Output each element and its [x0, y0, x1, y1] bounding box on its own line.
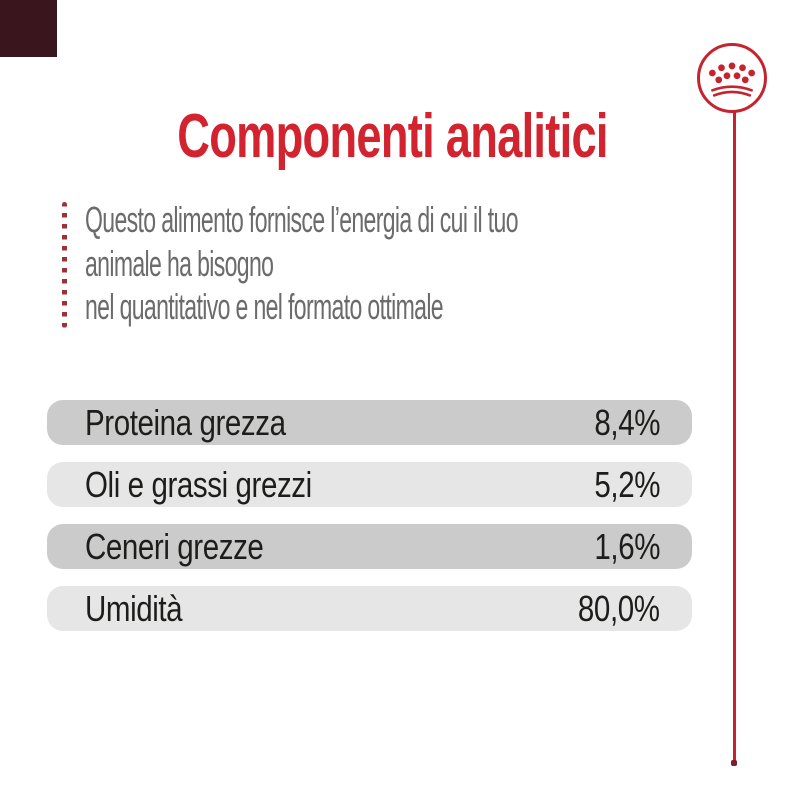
table-row: Umidità 80,0% — [47, 586, 692, 631]
row-value: 80,0% — [578, 587, 660, 629]
intro-line: nel quantitativo e nel formato ottimale — [85, 286, 444, 327]
row-label: Umidità — [85, 587, 183, 629]
page-title: Componenti analitici — [177, 101, 608, 171]
table-row: Proteina grezza 8,4% — [47, 400, 692, 445]
table-row: Oli e grassi grezzi 5,2% — [47, 462, 692, 507]
dotted-rule — [62, 202, 67, 328]
brand-logo-badge — [697, 43, 767, 113]
royal-canin-crown-icon — [708, 62, 756, 97]
intro-line: Questo alimento fornisce l’energia di cu… — [85, 199, 519, 240]
row-label: Ceneri grezze — [85, 525, 264, 567]
intro-line: animale ha bisogno — [85, 242, 274, 284]
intro-text: Questo alimento fornisce l’energia di cu… — [85, 198, 661, 329]
row-value: 5,2% — [594, 463, 660, 505]
row-value: 1,6% — [594, 525, 660, 567]
row-value: 8,4% — [594, 401, 660, 443]
row-label: Oli e grassi grezzi — [85, 463, 312, 505]
row-label: Proteina grezza — [85, 401, 286, 443]
brand-vertical-line — [733, 111, 736, 762]
analytic-components-table: Proteina grezza 8,4% Oli e grassi grezzi… — [47, 400, 692, 648]
brand-corner-square — [0, 0, 57, 57]
brand-line-end-cap — [731, 760, 737, 766]
table-row: Ceneri grezze 1,6% — [47, 524, 692, 569]
